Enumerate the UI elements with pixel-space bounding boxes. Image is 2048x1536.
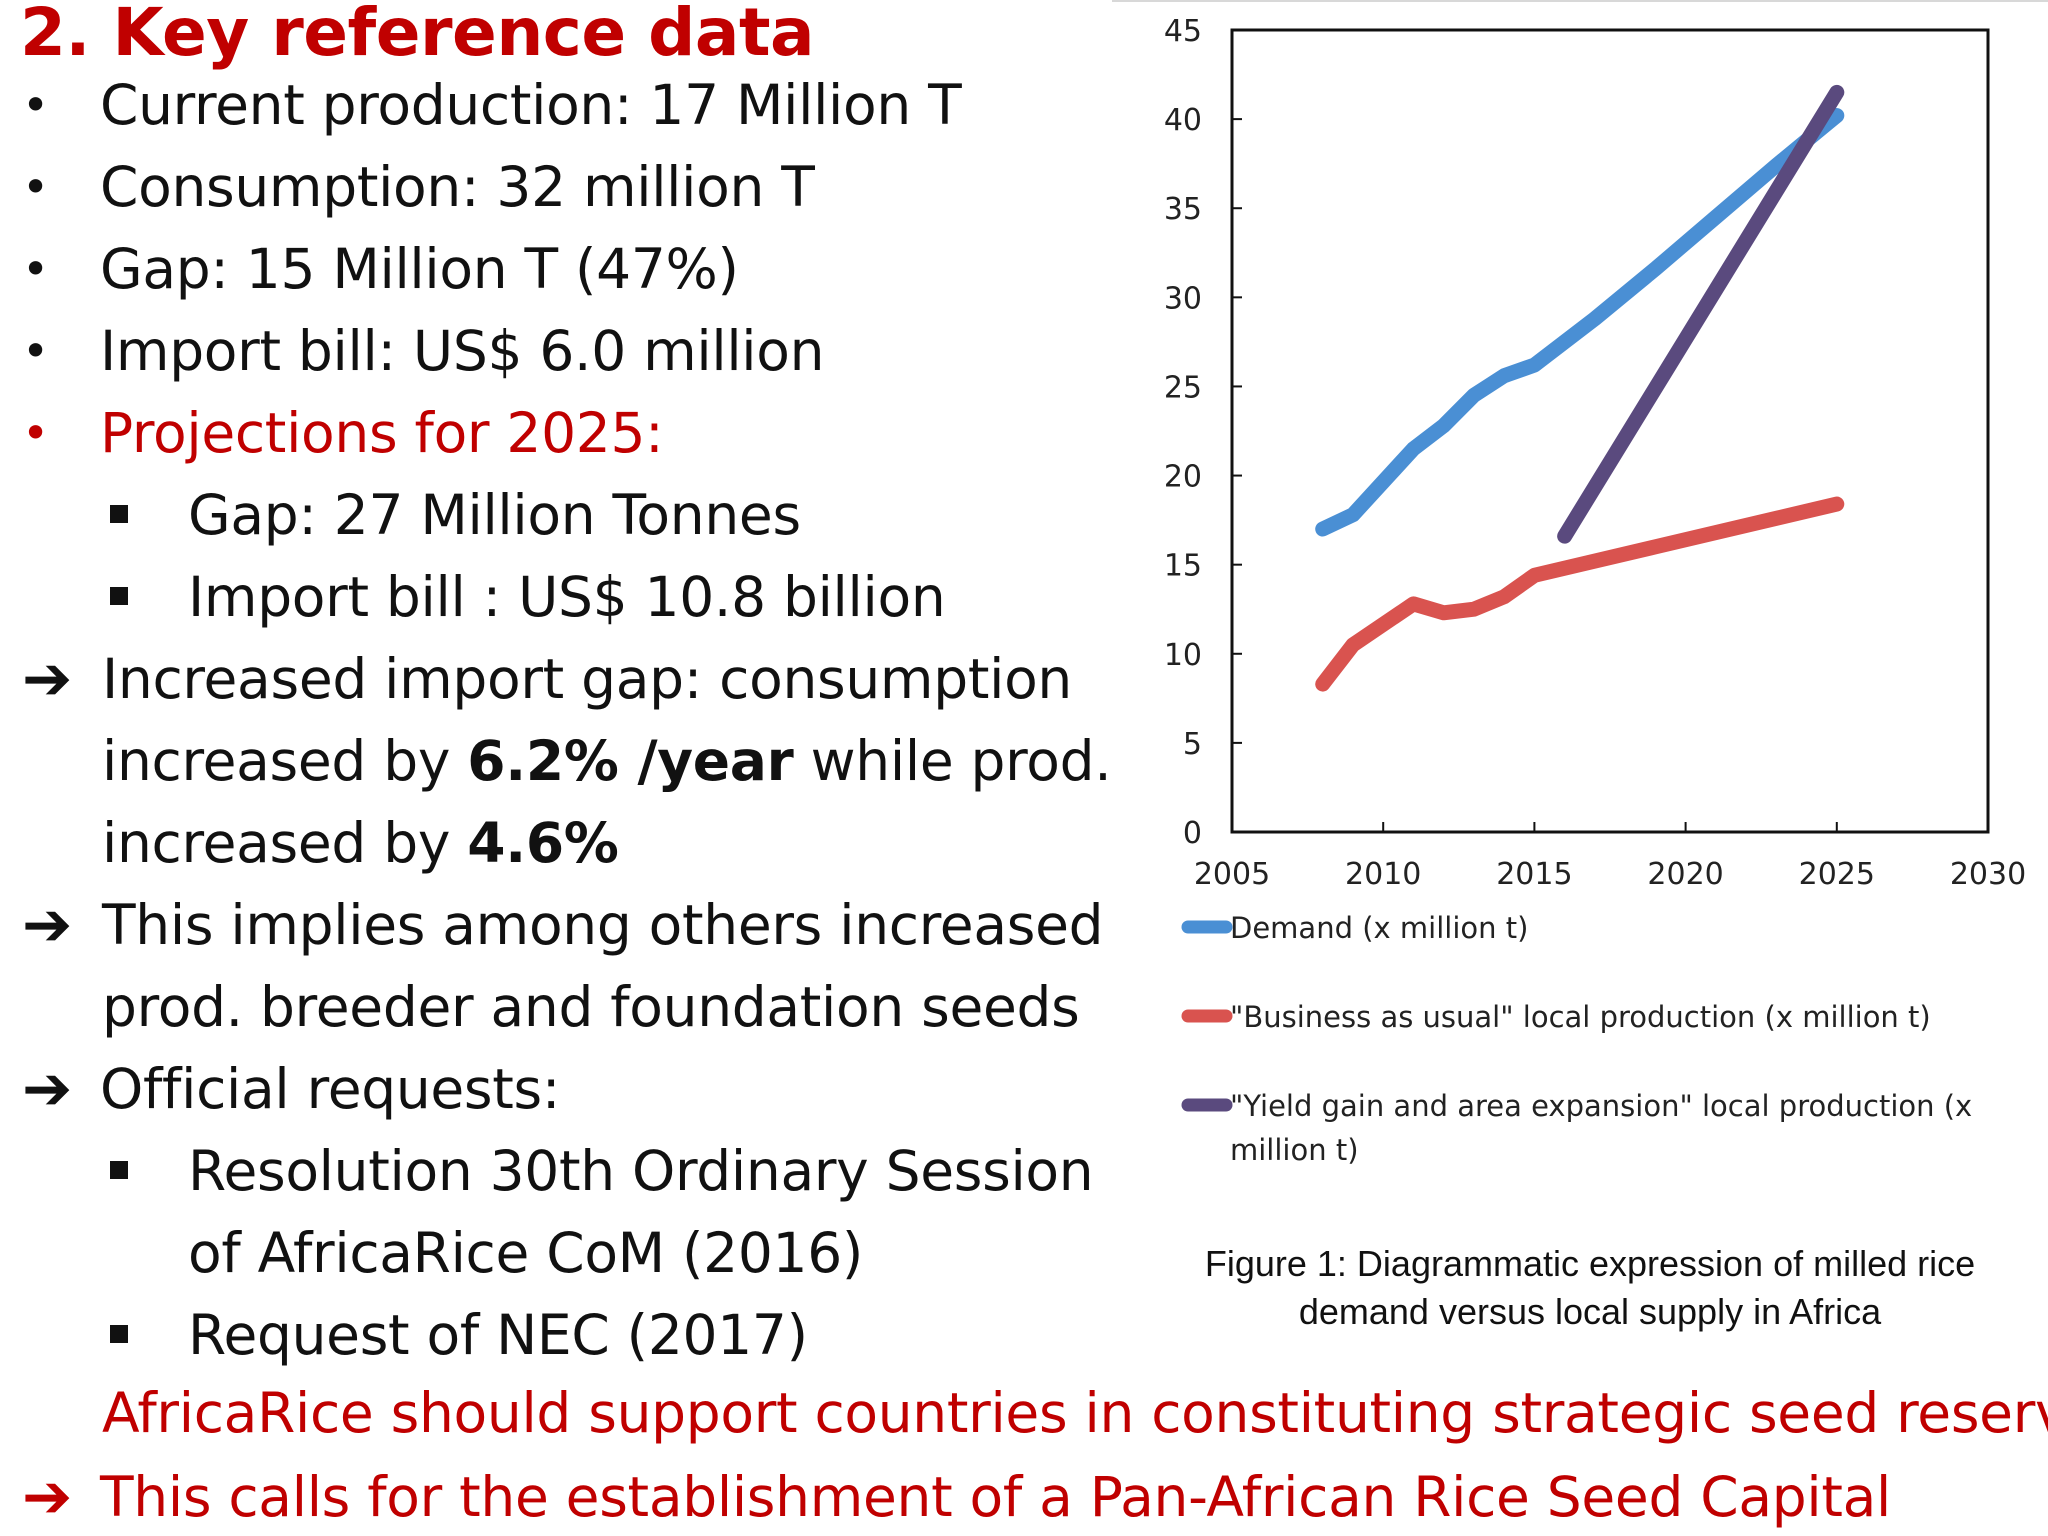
arrow2-line2: prod. breeder and foundation seeds <box>102 975 1080 1039</box>
arrow-right-icon: ➔ <box>22 1054 73 1124</box>
request-nec: Request of NEC (2017) <box>188 1303 808 1367</box>
request-resolution-line2: of AfricaRice CoM (2016) <box>188 1221 864 1285</box>
arrow1-line1: Increased import gap: consumption <box>102 647 1072 711</box>
y-tick-label: 35 <box>1164 192 1202 227</box>
x-tick-label: 2025 <box>1799 857 1875 892</box>
bullet-dot: • <box>22 160 50 214</box>
square-bullet <box>110 1161 128 1179</box>
bullet-dot: • <box>22 406 50 460</box>
legend-label: "Yield gain and area expansion" local pr… <box>1230 1089 1972 1123</box>
square-bullet <box>110 505 128 523</box>
arrow1-line3: increased by 4.6% <box>102 811 619 875</box>
y-tick-label: 15 <box>1164 549 1202 584</box>
arrow-right-icon: ➔ <box>22 890 73 960</box>
caption-line2: demand versus local supply in Africa <box>1298 1291 1882 1332</box>
y-tick-label: 25 <box>1164 370 1202 405</box>
x-tick-label: 2030 <box>1950 857 2026 892</box>
x-tick-label: 2010 <box>1345 857 1421 892</box>
arrow-right-icon: ➔ <box>22 644 73 714</box>
bullet-dot: • <box>22 324 50 378</box>
bullet-dot: • <box>22 242 50 296</box>
arrow1-line2: increased by 6.2% /year while prod. <box>102 729 1112 793</box>
series-line-1 <box>1315 108 1845 537</box>
bullet-dot: • <box>22 78 50 132</box>
legend-label: Demand (x million t) <box>1230 911 1528 945</box>
bullet-current-production: Current production: 17 Million T <box>100 73 962 137</box>
legend-label: "Business as usual" local production (x … <box>1230 1000 1931 1034</box>
closing-statement: AfricaRice should support countries in c… <box>102 1381 2048 1445</box>
y-tick-label: 5 <box>1183 727 1202 762</box>
square-bullet <box>110 587 128 605</box>
x-tick-label: 2015 <box>1496 857 1572 892</box>
arrow2-line1: This implies among others increased <box>102 893 1104 957</box>
projection-gap: Gap: 27 Million Tonnes <box>188 483 801 547</box>
closing-conclusion: This calls for the establishment of a Pa… <box>100 1465 1892 1529</box>
x-tick-label: 2020 <box>1647 857 1723 892</box>
series-line-2 <box>1315 496 1845 692</box>
x-tick-label: 2005 <box>1194 857 1270 892</box>
request-resolution-line1: Resolution 30th Ordinary Session <box>188 1139 1094 1203</box>
y-tick-label: 0 <box>1183 816 1202 851</box>
figure-caption: Figure 1: Diagrammatic expression of mil… <box>1140 1240 2040 1336</box>
y-tick-label: 10 <box>1164 638 1202 673</box>
caption-line1: Figure 1: Diagrammatic expression of mil… <box>1204 1243 1976 1284</box>
bullet-import-bill: Import bill: US$ 6.0 million <box>100 319 825 383</box>
y-tick-label: 40 <box>1164 103 1202 138</box>
series-line-3 <box>1557 84 1845 544</box>
square-bullet <box>110 1325 128 1343</box>
bullet-gap: Gap: 15 Million T (47%) <box>100 237 739 301</box>
projections-heading: Projections for 2025: <box>100 401 664 465</box>
chart-top-rule <box>1112 0 2048 2</box>
bullet-consumption: Consumption: 32 million T <box>100 155 815 219</box>
legend-label: million t) <box>1230 1133 1359 1167</box>
y-tick-label: 45 <box>1164 14 1202 49</box>
y-tick-label: 20 <box>1164 460 1202 495</box>
arrow3-heading: Official requests: <box>100 1057 561 1121</box>
y-tick-label: 30 <box>1164 281 1202 316</box>
slide-title: 2. Key reference data <box>20 0 815 71</box>
plot-frame <box>1230 28 1990 834</box>
arrow-right-icon: ➔ <box>22 1462 73 1532</box>
projection-import-bill: Import bill : US$ 10.8 billion <box>188 565 946 629</box>
